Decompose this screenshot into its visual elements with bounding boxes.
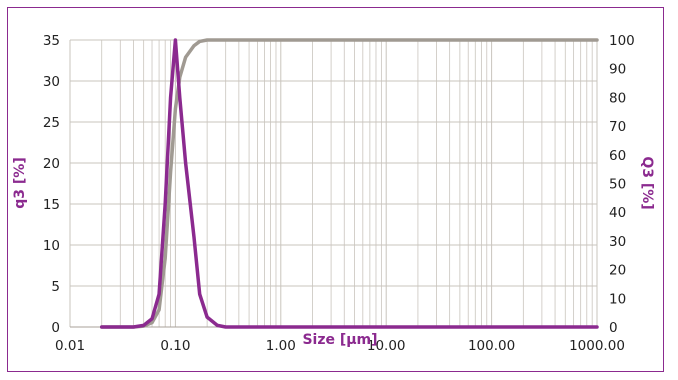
tick-labels: 0 5 10 15 20 25 30 35 0 10 20 30 40 50 60 70 80 90 100 0.01… bbox=[43, 33, 635, 354]
y-tick-label-right: 70 bbox=[609, 119, 626, 135]
y-tick-label-right: 100 bbox=[609, 33, 635, 49]
plot-area-border bbox=[70, 40, 598, 328]
y-tick-label-right: 90 bbox=[609, 62, 626, 78]
y-axis-title-left: q3 [%] bbox=[12, 157, 28, 208]
x-tick-label: 10.00 bbox=[367, 338, 406, 354]
x-tick-label: 0.10 bbox=[160, 338, 190, 354]
y-tick-label-left: 0 bbox=[51, 320, 60, 336]
y-tick-label-left: 5 bbox=[51, 279, 60, 295]
y-tick-label-left: 35 bbox=[43, 33, 60, 49]
cumulative-distribution-line bbox=[99, 38, 599, 329]
y-tick-label-right: 60 bbox=[609, 148, 626, 164]
density-distribution-line bbox=[99, 38, 599, 329]
x-tick-label: 1000.00 bbox=[569, 338, 625, 354]
x-tick-label: 1.00 bbox=[266, 338, 296, 354]
y-tick-label-right: 80 bbox=[609, 90, 626, 106]
y-tick-label-right: 0 bbox=[609, 320, 618, 336]
y-tick-label-right: 30 bbox=[609, 234, 626, 250]
y-tick-label-right: 10 bbox=[609, 291, 626, 307]
y-tick-label-right: 50 bbox=[609, 177, 626, 193]
x-axis-title: Size [µm] bbox=[302, 332, 377, 348]
y-tick-label-left: 20 bbox=[43, 156, 60, 172]
series-layer bbox=[99, 38, 599, 329]
y-tick-label-left: 15 bbox=[43, 197, 60, 213]
x-tick-label: 0.01 bbox=[55, 338, 85, 354]
chart-frame bbox=[7, 7, 664, 372]
grid bbox=[69, 39, 597, 328]
y-tick-label-left: 30 bbox=[43, 74, 60, 90]
y-tick-label-left: 25 bbox=[43, 115, 60, 131]
y-axis-title-right: Q3 [%] bbox=[639, 156, 655, 209]
y-tick-label-right: 40 bbox=[609, 205, 626, 221]
y-tick-label-right: 20 bbox=[609, 263, 626, 279]
x-tick-label: 100.00 bbox=[468, 338, 515, 354]
y-tick-label-left: 10 bbox=[43, 238, 60, 254]
